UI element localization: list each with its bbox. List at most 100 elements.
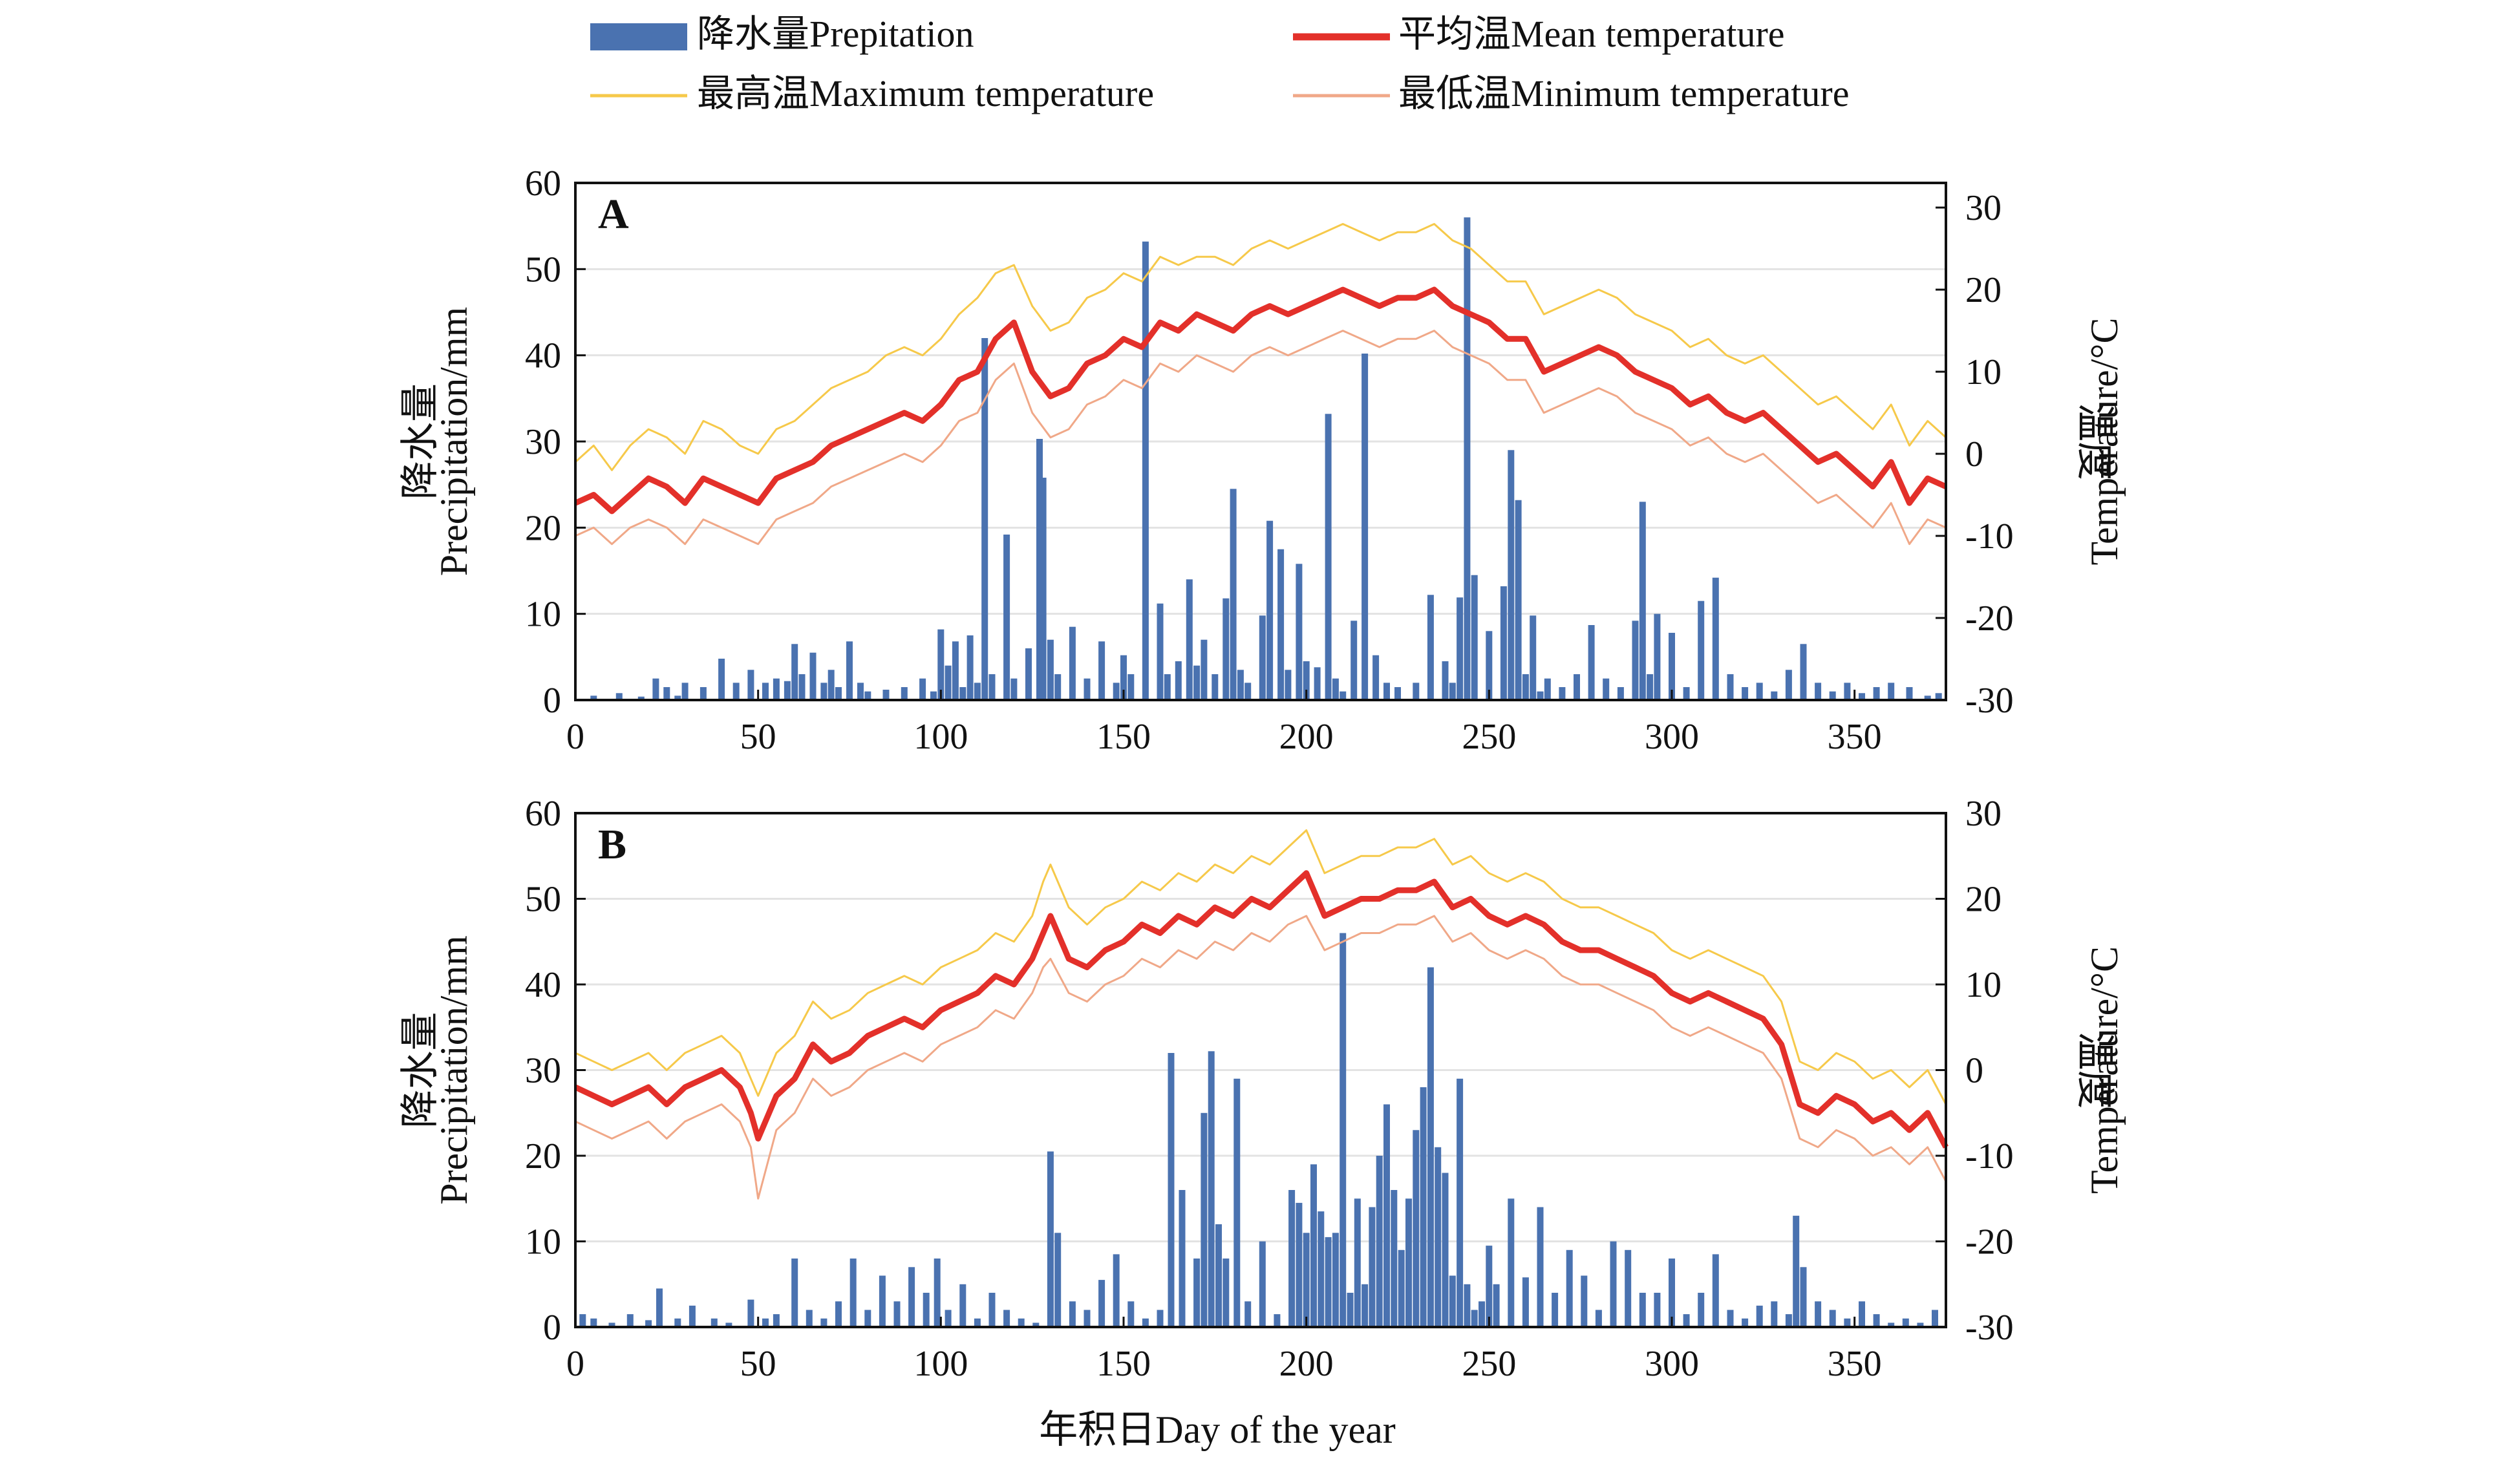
precip-bar [1244,683,1252,700]
precip-bar [820,1318,828,1328]
y-left-tick-label: 20 [525,508,561,548]
precip-bar [1303,661,1310,700]
precip-bar [1859,693,1865,700]
precip-bar [1479,1301,1485,1328]
precip-bar [1800,644,1807,700]
precip-bar [1003,1310,1010,1327]
precip-bar [1537,1207,1544,1327]
precip-bar [1449,683,1456,700]
precip-bar [1332,678,1339,700]
precip-bar [1559,687,1566,700]
y-left-tick-label: 50 [525,250,561,290]
precip-bar [1310,1164,1317,1328]
precip-bar [1361,354,1369,700]
precip-bar [1683,1314,1690,1327]
precip-bar [1054,1233,1062,1328]
panel-a: A0 50 100 150 200 250 300 3500102030405060-30-2… [399,164,2126,757]
y-left-tick-label: 60 [525,794,561,834]
x-tick-label: 50 [740,717,776,757]
y-left-tick-label: 20 [525,1136,561,1176]
precip-bar [1888,1323,1895,1327]
precip-bar [1413,683,1420,700]
precip-bar [849,1259,857,1327]
precip-bar [1888,683,1895,700]
precip-bar [1413,1130,1420,1328]
precip-bar [645,1320,652,1327]
precip-bar [945,665,952,700]
precip-bar [1544,678,1551,700]
precip-bar [1464,1284,1471,1328]
precip-bar [1168,1053,1175,1327]
precip-bar [1391,1190,1398,1327]
precip-bar [864,691,871,700]
precip-bar [1303,1233,1310,1328]
y-left-tick-label: 30 [525,1051,561,1091]
legend-precip-label: 降水量Prepitation [697,13,974,55]
precip-bar [762,1318,769,1328]
precip-bar [791,644,798,700]
x-tick-label: 300 [1645,717,1699,757]
legend-max-label: 最高温Maximum temperature [697,72,1154,114]
precip-bar [930,691,937,700]
precip-bar [1340,933,1347,1327]
precip-bar [1127,1301,1135,1328]
precip-bar [1683,687,1690,700]
precip-bar [1873,1314,1880,1327]
x-axis-title: 年积日Day of the year [1039,1408,1396,1451]
precip-bar [1712,1254,1719,1327]
precip-bar [773,1314,780,1327]
precip-bar [1486,631,1493,700]
x-tick-label: 200 [1279,1344,1334,1384]
precip-bar [762,683,769,700]
precip-bar [718,659,725,700]
x-tick-label: 250 [1462,1344,1516,1384]
x-tick-label: 150 [1096,717,1151,757]
precip-bar [1164,674,1171,700]
y-right-tick-label: -20 [1965,599,2014,639]
panel-label: B [598,821,626,868]
precip-bar [579,1314,586,1327]
y-left-tick-label: 10 [525,595,561,635]
y-right-tick-label: 0 [1965,434,1983,474]
precip-bar [1285,670,1292,700]
precip-bar [1906,687,1913,700]
precip-bar [1924,696,1931,700]
precip-bar [1010,678,1018,700]
precip-bar [1259,615,1266,700]
mean-temperature-line [574,870,1949,1149]
precip-bar [1351,621,1358,700]
precip-bar [674,1318,681,1328]
y-right-tick-label: -20 [1965,1222,2014,1262]
precip-bar [747,1299,754,1327]
y-left-tick-label: 40 [525,965,561,1005]
precip-bar [732,683,740,700]
precip-bar [1493,1284,1500,1328]
precip-bar [1486,1246,1493,1327]
precip-bar [1844,1318,1851,1328]
precip-bar [988,1293,996,1327]
precip-bar [1935,693,1942,700]
y-right-title-cn: 温度 [2073,403,2116,480]
x-tick-label: 50 [740,1344,776,1384]
x-tick-label: 250 [1462,717,1516,757]
y-right-tick-label: 20 [1965,270,2002,310]
precip-bar [1314,667,1321,700]
precip-bar [919,678,926,700]
precip-bar [1427,967,1434,1327]
y-left-tick-label: 0 [543,681,561,721]
precip-bar [1902,1318,1909,1328]
precip-bar [828,670,835,700]
max-temperature-line [575,829,1947,1105]
x-tick-label: 300 [1645,1344,1699,1384]
precip-bar [1223,1259,1230,1327]
x-tick-label: 350 [1828,717,1882,757]
precip-bar [1639,502,1646,700]
precip-bar [1259,1241,1266,1327]
precip-bar [1230,489,1237,700]
precip-bar [1669,1259,1675,1327]
precip-bar [1193,665,1201,700]
precip-bar [1325,414,1332,700]
precip-bar [1369,1207,1376,1327]
precip-bar [1054,674,1062,700]
